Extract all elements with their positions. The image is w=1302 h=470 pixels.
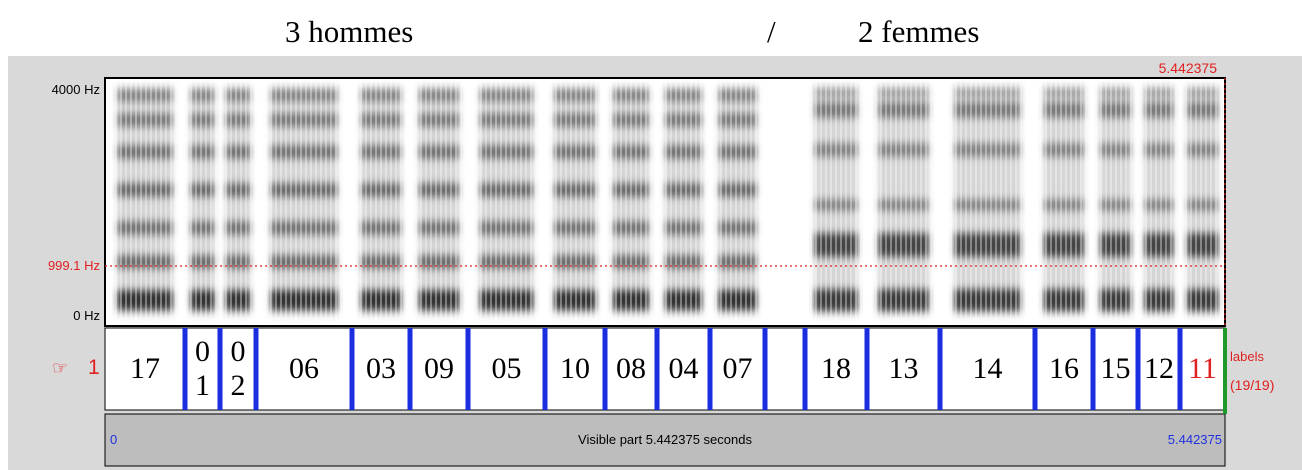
interval-label: 15 (1100, 352, 1131, 385)
tier-frame (104, 327, 1226, 411)
interval-boundary (762, 328, 768, 410)
interval[interactable]: 14 (940, 329, 1035, 409)
interval-label: 01 (195, 335, 210, 402)
interval-label: 10 (560, 352, 590, 385)
interval-label: 06 (289, 352, 319, 385)
header-left: 3 hommes (285, 14, 414, 49)
interval-boundary (1135, 328, 1141, 410)
interval-label: 17 (130, 352, 160, 385)
selected-boundary (1223, 328, 1227, 414)
interval[interactable]: 10 (545, 329, 605, 409)
interval[interactable]: 06 (256, 329, 352, 409)
interval-label: 03 (366, 352, 396, 385)
interval-boundary (1177, 328, 1183, 410)
interval-label: 12 (1144, 352, 1174, 385)
interval[interactable]: 01 (185, 329, 220, 409)
interval-boundary (1090, 328, 1096, 410)
freq-cursor: 999.1 Hz (47, 258, 100, 273)
spectrogram-texture (106, 79, 1224, 325)
interval-label: 09 (424, 352, 454, 385)
interval-label: 04 (668, 352, 699, 385)
interval-boundary (542, 328, 548, 410)
interval[interactable]: 08 (605, 329, 657, 409)
interval-boundary (707, 328, 713, 410)
visible-part-bar[interactable] (104, 413, 1226, 467)
tier-pointer: ☞ (52, 358, 69, 378)
interval-boundary (217, 328, 223, 410)
interval-label: 13 (888, 352, 919, 385)
interval[interactable]: 05 (468, 329, 545, 409)
interval-boundary (937, 328, 943, 410)
tier-count: (19/19) (1230, 377, 1275, 393)
interval[interactable]: 12 (1138, 329, 1180, 409)
interval-label: 14 (972, 352, 1003, 385)
interval-label: 16 (1049, 352, 1079, 385)
interval[interactable]: 03 (352, 329, 410, 409)
header-separator: / (767, 14, 776, 49)
interval[interactable]: 16 (1035, 329, 1093, 409)
interval-boundary (349, 328, 355, 410)
interval-boundary (182, 328, 188, 410)
interval-boundary (253, 328, 259, 410)
interval-boundary (654, 328, 660, 410)
tier-number[interactable]: 1 (88, 356, 100, 379)
interval[interactable]: 07 (710, 329, 765, 409)
freq-top: 4000 Hz (51, 82, 100, 97)
interval-label: 02 (230, 335, 246, 402)
interval-boundary (802, 328, 808, 410)
interval[interactable]: 02 (220, 329, 256, 409)
interval-label: 07 (722, 352, 753, 385)
visible-caption: Visible part 5.442375 seconds (578, 432, 752, 447)
interval-label: 18 (821, 352, 851, 385)
interval[interactable]: 17 (105, 329, 185, 409)
freq-bottom: 0 Hz (73, 308, 100, 323)
interval-label: 05 (491, 352, 522, 385)
interval[interactable]: 11 (1180, 329, 1225, 409)
header-right: 2 femmes (858, 14, 980, 49)
interval-label: 08 (616, 352, 646, 385)
interval[interactable]: 13 (867, 329, 940, 409)
interval-boundary (602, 328, 608, 410)
interval[interactable]: 18 (805, 329, 867, 409)
interval[interactable]: 04 (657, 329, 710, 409)
interval-boundary (465, 328, 471, 410)
interval[interactable]: 15 (1093, 329, 1138, 409)
interval-label: 11 (1188, 352, 1217, 385)
cursor-time: 5.442375 (1158, 60, 1217, 76)
interval-boundary (864, 328, 870, 410)
interval[interactable]: 09 (410, 329, 468, 409)
interval-boundary (1032, 328, 1038, 410)
tier-name: labels (1230, 349, 1264, 364)
visible-start: 0 (110, 432, 118, 447)
visible-end: 5.442375 (1167, 432, 1222, 447)
interval-boundary (407, 328, 413, 410)
